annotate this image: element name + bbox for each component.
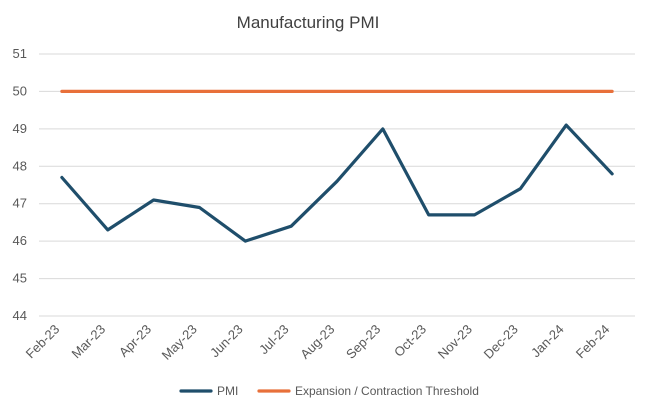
y-axis-ticks: 44 45 46 47 48 49 50 51 <box>13 46 27 323</box>
gridlines <box>39 53 635 317</box>
x-axis-ticks: Feb-23 Mar-23 Apr-23 May-23 Jun-23 Jul-23 Aug-… <box>23 322 613 363</box>
chart-title: Manufacturing PMI <box>237 13 380 32</box>
x-tick-label: Jan-24 <box>528 322 567 361</box>
y-tick-label: 50 <box>13 83 27 98</box>
legend-label: Expansion / Contraction Threshold <box>295 384 479 398</box>
x-tick-label: Dec-23 <box>481 322 521 362</box>
legend-label: PMI <box>217 384 238 398</box>
legend: PMI Expansion / Contraction Threshold <box>179 384 479 398</box>
x-tick-label: Feb-24 <box>573 322 613 362</box>
y-tick-label: 51 <box>13 46 27 61</box>
x-tick-label: Apr-23 <box>116 322 154 360</box>
x-tick-label: Sep-23 <box>343 322 383 362</box>
y-tick-label: 44 <box>13 308 27 323</box>
pmi-series-line <box>60 123 614 243</box>
y-tick-label: 47 <box>13 196 27 211</box>
x-tick-label: Nov-23 <box>435 322 475 362</box>
x-tick-label: Jul-23 <box>256 322 292 358</box>
y-tick-label: 49 <box>13 121 27 136</box>
x-tick-label: Oct-23 <box>391 322 429 360</box>
series-lines <box>60 89 614 243</box>
x-tick-label: May-23 <box>159 322 200 363</box>
x-tick-label: Jun-23 <box>207 322 246 361</box>
x-tick-label: Mar-23 <box>69 322 109 362</box>
x-tick-label: Aug-23 <box>297 322 337 362</box>
y-tick-label: 45 <box>13 271 27 286</box>
x-tick-label: Feb-23 <box>23 322 63 362</box>
y-tick-label: 48 <box>13 158 27 173</box>
y-tick-label: 46 <box>13 233 27 248</box>
